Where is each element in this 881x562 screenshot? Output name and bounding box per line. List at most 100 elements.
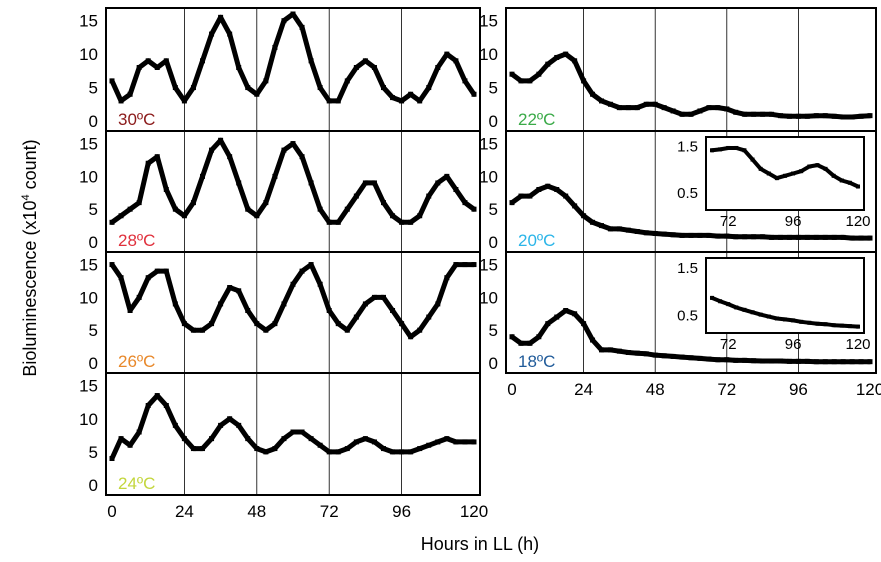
y-tick-label: 5: [89, 321, 98, 340]
y-tick-label: 0.5: [677, 185, 698, 202]
data-point: [200, 446, 205, 452]
data-point: [154, 268, 160, 274]
data-point: [335, 449, 341, 455]
data-point: [408, 334, 414, 340]
data-point: [118, 275, 124, 281]
data-point: [518, 78, 524, 84]
panel-frame: [105, 372, 481, 496]
temperature-label: 18ºC: [518, 352, 555, 371]
data-point: [236, 180, 242, 186]
data-point: [804, 113, 810, 119]
data-point: [527, 193, 533, 199]
y-tick-label: 10: [79, 45, 98, 64]
data-point: [245, 436, 251, 442]
data-point: [795, 234, 801, 240]
data-point: [670, 353, 676, 359]
data-point: [769, 111, 775, 117]
data-point: [607, 347, 613, 353]
data-point: [607, 101, 613, 107]
panel-left-3: 0 5 10 15 26ºC: [79, 251, 481, 374]
temperature-label: 30ºC: [118, 110, 155, 129]
data-point: [236, 65, 242, 70]
data-point: [154, 154, 160, 160]
data-point: [154, 393, 160, 399]
y-tick-label: 10: [479, 167, 498, 186]
data-point: [769, 358, 775, 364]
data-point: [750, 310, 755, 315]
data-point: [545, 61, 551, 67]
data-point: [715, 233, 721, 239]
data-point: [536, 187, 542, 192]
data-point: [444, 173, 450, 179]
data-point: [536, 71, 542, 77]
data-point: [344, 78, 350, 84]
data-point: [634, 350, 640, 356]
data-point: [127, 91, 133, 97]
y-tick-label: 0: [489, 233, 498, 252]
data-point: [299, 429, 305, 435]
data-point: [599, 98, 604, 104]
data-point: [643, 230, 649, 236]
data-point: [453, 439, 459, 445]
data-point: [697, 232, 703, 238]
x-tick-label: 0: [507, 380, 516, 399]
y-axis-label: Bioluminescence (x104 count): [20, 139, 40, 376]
data-point: [847, 180, 852, 185]
data-point: [751, 358, 757, 364]
inset-background: [706, 258, 864, 333]
data-point: [774, 316, 779, 321]
x-tick-label: 96: [789, 380, 808, 399]
data-point: [245, 85, 251, 91]
x-tick-label: 0: [107, 502, 116, 521]
data-point: [181, 213, 187, 219]
data-point: [200, 327, 205, 333]
data-point: [760, 358, 766, 364]
data-point: [710, 148, 714, 153]
inset-right-3: 0.5 1.5 72 96 120: [677, 257, 871, 353]
data-point: [281, 436, 287, 442]
data-point: [652, 230, 658, 236]
y-tick-label: 0: [489, 112, 498, 131]
data-point: [791, 318, 796, 323]
data-point: [272, 446, 278, 452]
data-point: [760, 234, 766, 240]
data-point: [867, 359, 873, 365]
data-point: [181, 98, 187, 104]
data-point: [118, 436, 124, 442]
y-tick-label: 10: [79, 410, 98, 429]
x-tick-label: 120: [845, 213, 870, 230]
panels: 0 5 10 15 30ºC 0 5 10 15 28ºC 0 5 10 15 26ºC 0 5 10 15 0 24 4…: [79, 7, 881, 521]
data-point: [163, 268, 169, 274]
data-point: [426, 193, 432, 199]
data-point: [742, 234, 748, 240]
x-tick-label: 72: [320, 502, 339, 521]
panel-left-1: 0 5 10 15 30ºC: [79, 7, 481, 132]
x-tick-label: 48: [247, 502, 266, 521]
data-point: [815, 321, 820, 326]
data-point: [509, 71, 515, 77]
data-point: [317, 281, 323, 287]
data-point: [751, 234, 757, 240]
data-point: [435, 180, 441, 186]
data-point: [786, 358, 792, 364]
temperature-label: 24ºC: [118, 474, 155, 493]
data-point: [254, 91, 260, 97]
data-point: [718, 299, 723, 304]
data-point: [679, 354, 685, 360]
data-point: [697, 108, 703, 114]
data-point: [426, 314, 432, 320]
data-point: [822, 113, 828, 119]
data-point: [245, 308, 251, 313]
data-point: [462, 200, 468, 206]
data-point: [799, 169, 804, 174]
data-point: [742, 148, 747, 153]
y-tick-label: 0.5: [677, 308, 698, 325]
data-point: [823, 166, 828, 171]
data-point: [563, 193, 569, 199]
data-point: [858, 235, 864, 241]
x-tick-label: 120: [460, 502, 488, 521]
data-point: [317, 85, 323, 91]
data-point: [326, 308, 332, 313]
data-point: [218, 137, 224, 143]
data-point: [335, 219, 341, 225]
